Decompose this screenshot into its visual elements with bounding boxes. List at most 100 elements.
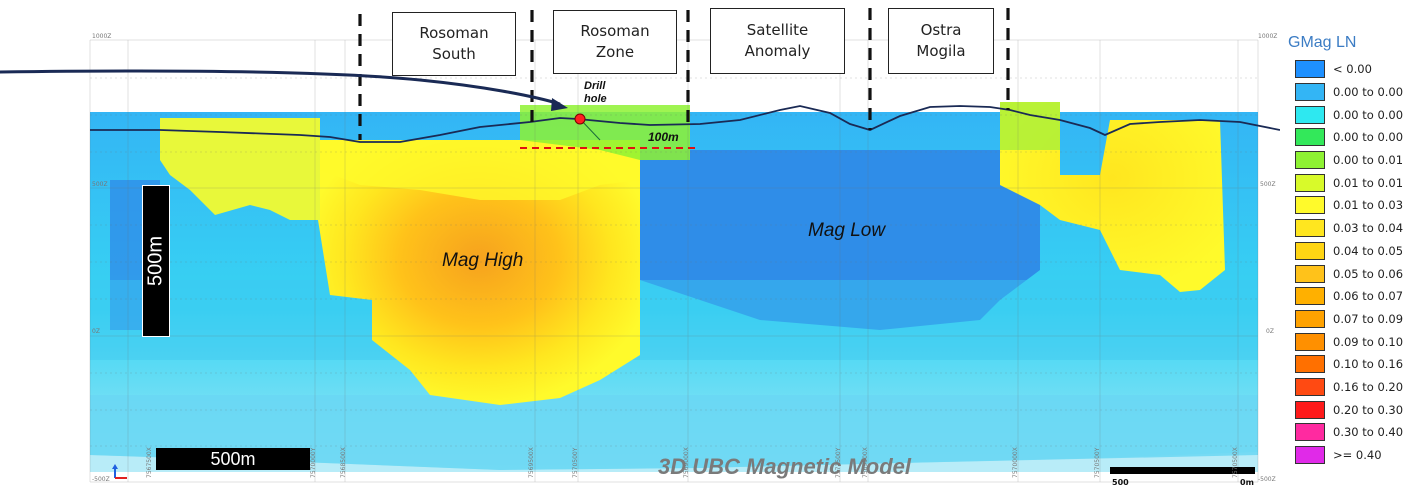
legend-item: 0.04 to 0.05	[1280, 240, 1419, 263]
legend-label: >= 0.40	[1333, 448, 1382, 463]
legend-label: 0.10 to 0.16	[1333, 357, 1404, 372]
axis-triad-icon	[112, 464, 127, 479]
zone-label-rosoman-south: Rosoman South	[392, 12, 516, 76]
legend-swatch	[1295, 219, 1325, 238]
east-tick-2: 7570000Y	[310, 447, 317, 478]
legend-swatch	[1295, 83, 1325, 102]
legend-swatch	[1295, 287, 1325, 306]
legend-swatch	[1295, 377, 1325, 396]
legend-swatch	[1295, 355, 1325, 374]
east-tick-9: 7570000X	[1012, 447, 1019, 478]
legend-swatch	[1295, 241, 1325, 260]
pointer-arrow	[0, 69, 561, 106]
legend-swatch	[1295, 128, 1325, 147]
legend-swatch	[1295, 196, 1325, 215]
elev-tick-1000-left: 1000Z	[92, 33, 112, 40]
hundred-m-label: 100m	[648, 130, 679, 144]
east-tick-10: 7570500Y	[1094, 447, 1101, 478]
east-tick-11: 7570500X	[1232, 447, 1239, 478]
legend-label: 0.00 to 0.01	[1333, 153, 1404, 168]
legend-title: GMag LN	[1288, 34, 1357, 51]
legend-label: 0.01 to 0.03	[1333, 198, 1404, 213]
legend-swatch	[1295, 400, 1325, 419]
mid-cyan	[90, 280, 1258, 360]
legend-item: 0.30 to 0.40	[1280, 421, 1419, 444]
east-tick-4: 7569500X	[528, 447, 535, 478]
east-green	[1000, 102, 1060, 150]
east-tick-1: 7567500X	[146, 447, 153, 478]
legend-label: 0.00 to 0.00	[1333, 107, 1404, 122]
horizontal-scale-bar: 500m	[156, 448, 310, 470]
magnetic-section	[0, 8, 1280, 483]
legend-item: 0.03 to 0.04	[1280, 217, 1419, 240]
elev-tick-0-right: 0Z	[1266, 328, 1274, 335]
legend-item: 0.20 to 0.30	[1280, 398, 1419, 421]
elev-tick-500-right: 500Z	[1260, 181, 1276, 188]
legend-item: 0.00 to 0.00	[1280, 126, 1419, 149]
mag-low-label: Mag Low	[808, 220, 886, 241]
drill-hole-marker	[574, 113, 586, 125]
mag-high-body	[318, 140, 640, 405]
legend-item: 0.09 to 0.10	[1280, 330, 1419, 353]
legend-swatch	[1295, 264, 1325, 283]
legend-label: < 0.00	[1333, 62, 1372, 77]
legend-item: 0.01 to 0.03	[1280, 194, 1419, 217]
west-yellow	[160, 118, 320, 220]
legend-label: 0.16 to 0.20	[1333, 379, 1404, 394]
elev-tick-0-left: 0Z	[92, 328, 100, 335]
legend-item: < 0.00	[1280, 58, 1419, 81]
zone-label-ostra-mogila: Ostra Mogila	[888, 8, 994, 74]
legend-swatch	[1295, 446, 1325, 465]
legend-swatch	[1295, 332, 1325, 351]
legend-item: 0.07 to 0.09	[1280, 308, 1419, 331]
legend-item: 0.01 to 0.01	[1280, 171, 1419, 194]
model-lower-edge	[90, 452, 1258, 472]
legend-item: 0.00 to 0.00	[1280, 103, 1419, 126]
scale-bar-graphic	[1110, 467, 1255, 474]
zone-label-satellite-anomaly: Satellite Anomaly	[710, 8, 845, 74]
legend-swatch	[1295, 423, 1325, 442]
legend-label: 0.06 to 0.07	[1333, 289, 1404, 304]
legend-label: 0.01 to 0.01	[1333, 175, 1404, 190]
elev-tick-500-left: 500Z	[92, 181, 108, 188]
legend-swatch	[1295, 173, 1325, 192]
legend-item: >= 0.40	[1280, 444, 1419, 467]
drill-hole-label: Drill hole	[584, 80, 607, 105]
vertical-scale-label: 500m	[144, 235, 167, 287]
legend-swatch	[1295, 151, 1325, 170]
east-tick-8: 7569500X	[862, 447, 869, 478]
legend-label: 0.03 to 0.04	[1333, 221, 1404, 236]
legend-swatch	[1295, 60, 1325, 79]
vertical-scale-bar: 500m	[142, 185, 170, 337]
model-bottom-band	[90, 395, 1258, 470]
model-title: 3D UBC Magnetic Model	[658, 454, 912, 479]
scale-bar-right-label: 0m	[1240, 478, 1254, 487]
legend-label: 0.07 to 0.09	[1333, 311, 1404, 326]
legend-item: 0.06 to 0.07	[1280, 285, 1419, 308]
legend-label: 0.20 to 0.30	[1333, 402, 1404, 417]
east-tick-6: 7569000X	[683, 447, 690, 478]
elev-tick-neg500-left: -500Z	[92, 476, 110, 483]
legend-item: 0.10 to 0.16	[1280, 353, 1419, 376]
mag-high-label: Mag High	[442, 250, 524, 271]
legend: GMag LN < 0.00 0.00 to 0.00 0.00 to 0.00 0.…	[1280, 30, 1419, 466]
legend-label: 0.05 to 0.06	[1333, 266, 1404, 281]
legend-label: 0.30 to 0.40	[1333, 425, 1404, 440]
legend-item: 0.16 to 0.20	[1280, 376, 1419, 399]
zone-label-rosoman-zone: Rosoman Zone	[553, 10, 677, 74]
legend-label: 0.00 to 0.00	[1333, 130, 1404, 145]
legend-label: 0.09 to 0.10	[1333, 334, 1404, 349]
pointer-arrowhead	[551, 98, 568, 111]
mag-high-halo	[320, 140, 640, 200]
legend-swatch	[1295, 105, 1325, 124]
legend-item: 0.00 to 0.00	[1280, 81, 1419, 104]
legend-item: 0.00 to 0.01	[1280, 149, 1419, 172]
legend-items: < 0.00 0.00 to 0.00 0.00 to 0.00 0.00 to 0.…	[1280, 58, 1419, 466]
legend-swatch	[1295, 309, 1325, 328]
elev-tick-1000-right: 1000Z	[1258, 33, 1278, 40]
elev-tick-neg500-right: -500Z	[1258, 476, 1276, 483]
grid	[89, 39, 1259, 483]
scale-bar-left-label: 500	[1112, 478, 1129, 487]
east-tick-3: 7568500X	[340, 447, 347, 478]
